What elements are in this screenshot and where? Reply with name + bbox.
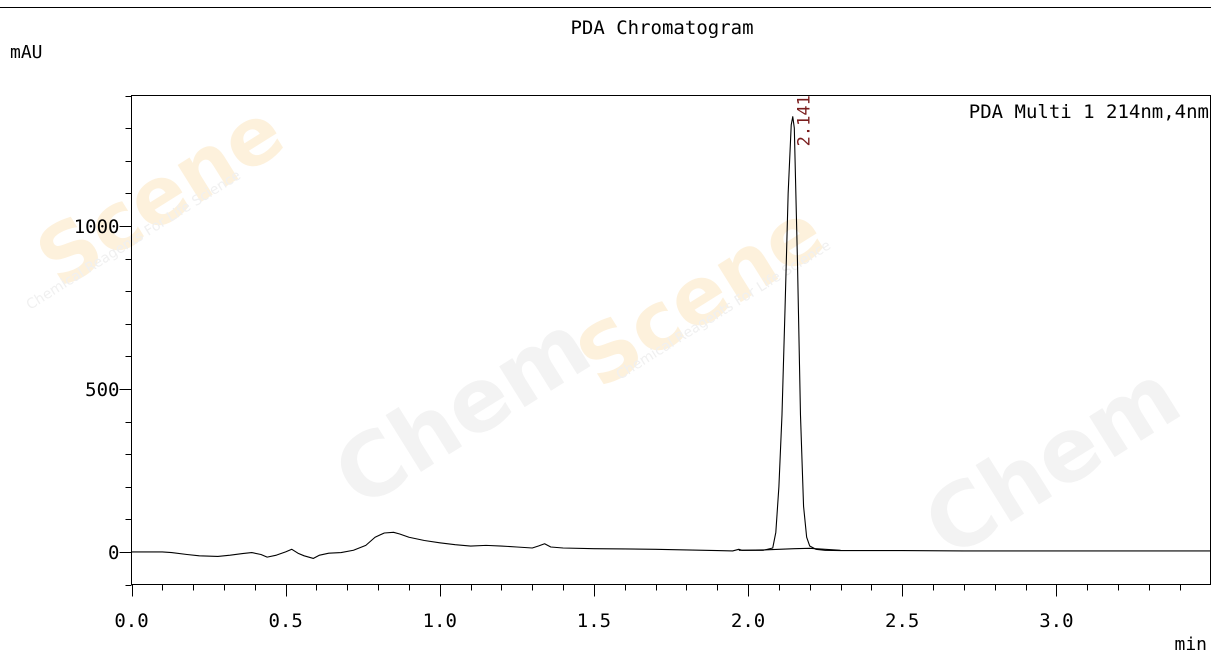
x-tick-label: 1.5 [577, 610, 611, 632]
chromatogram-trace [131, 116, 1211, 559]
x-tick-label: 3.0 [1039, 610, 1073, 632]
x-tick-label: 0.5 [268, 610, 302, 632]
signal-line [131, 116, 1211, 559]
x-tick-label: 0.0 [114, 610, 148, 632]
svg-text:Scene: Scene [21, 84, 300, 306]
x-tick-label: 2.0 [731, 610, 765, 632]
y-axis-ticks: 0 500 1000 [74, 96, 132, 586]
svg-text:Chem: Chem [907, 343, 1198, 578]
chart-title: PDA Chromatogram [570, 17, 753, 39]
legend-entry: PDA Multi 1 214nm,4nm [969, 101, 1209, 123]
peak-retention-label: 2.141 [795, 95, 815, 146]
x-axis-ticks: 0.0 0.5 1.0 1.5 2.0 2.5 3.0 [114, 584, 1181, 632]
baseline-line [738, 547, 841, 551]
y-tick-label: 0 [108, 542, 119, 564]
y-tick-label: 1000 [74, 216, 120, 238]
x-tick-label: 1.0 [423, 610, 457, 632]
x-tick-label: 2.5 [885, 610, 919, 632]
y-tick-label: 500 [85, 379, 119, 401]
y-axis-unit: mAU [10, 42, 43, 63]
x-axis-unit: min [1174, 634, 1207, 654]
watermark: Scene Chem Scene Chem Chemical Reagents … [21, 84, 1198, 578]
